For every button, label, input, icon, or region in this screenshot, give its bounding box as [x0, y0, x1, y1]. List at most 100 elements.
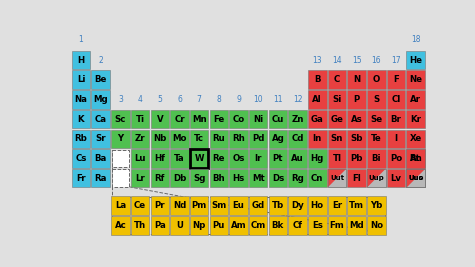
FancyBboxPatch shape	[347, 197, 366, 215]
FancyBboxPatch shape	[367, 216, 386, 235]
Text: Rg: Rg	[291, 174, 304, 183]
FancyBboxPatch shape	[190, 169, 209, 187]
Text: Cs: Cs	[76, 154, 87, 163]
Text: Pb: Pb	[351, 154, 363, 163]
FancyBboxPatch shape	[347, 90, 366, 109]
FancyBboxPatch shape	[209, 149, 228, 168]
Text: Cm: Cm	[251, 221, 266, 230]
FancyBboxPatch shape	[407, 149, 425, 168]
FancyBboxPatch shape	[72, 129, 90, 148]
FancyBboxPatch shape	[308, 90, 326, 109]
FancyBboxPatch shape	[347, 70, 366, 89]
Text: W: W	[194, 154, 204, 163]
Text: Po: Po	[390, 154, 402, 163]
Text: Rb: Rb	[75, 134, 87, 143]
FancyBboxPatch shape	[92, 70, 110, 89]
Text: Cl: Cl	[391, 95, 400, 104]
FancyBboxPatch shape	[269, 216, 287, 235]
FancyBboxPatch shape	[407, 149, 425, 168]
FancyBboxPatch shape	[131, 169, 149, 187]
Text: Tc: Tc	[194, 134, 204, 143]
Text: 17: 17	[391, 56, 401, 65]
Text: Re: Re	[213, 154, 225, 163]
Text: 12: 12	[293, 95, 302, 104]
Text: Db: Db	[173, 174, 186, 183]
Text: Ra: Ra	[95, 174, 107, 183]
FancyBboxPatch shape	[407, 90, 425, 109]
Text: Bk: Bk	[272, 221, 284, 230]
Text: Nb: Nb	[153, 134, 166, 143]
Text: No: No	[370, 221, 383, 230]
FancyBboxPatch shape	[269, 149, 287, 168]
Text: Np: Np	[192, 221, 206, 230]
Text: 1: 1	[79, 35, 84, 44]
Text: Ti: Ti	[135, 115, 144, 124]
FancyBboxPatch shape	[288, 110, 307, 128]
Text: 11: 11	[273, 95, 283, 104]
Text: Rh: Rh	[232, 134, 245, 143]
FancyBboxPatch shape	[288, 129, 307, 148]
Text: Cu: Cu	[272, 115, 284, 124]
FancyBboxPatch shape	[151, 149, 169, 168]
Text: Sg: Sg	[193, 174, 205, 183]
Text: In: In	[313, 134, 322, 143]
Text: Uut: Uut	[330, 175, 344, 181]
FancyBboxPatch shape	[249, 149, 267, 168]
Text: 15: 15	[352, 56, 361, 65]
FancyBboxPatch shape	[288, 216, 307, 235]
FancyBboxPatch shape	[131, 197, 149, 215]
FancyBboxPatch shape	[269, 197, 287, 215]
Text: 3: 3	[118, 95, 123, 104]
Text: Lr: Lr	[135, 174, 145, 183]
FancyBboxPatch shape	[209, 197, 228, 215]
FancyBboxPatch shape	[269, 110, 287, 128]
FancyBboxPatch shape	[190, 149, 209, 168]
Text: S: S	[373, 95, 380, 104]
FancyBboxPatch shape	[387, 169, 405, 187]
FancyBboxPatch shape	[328, 90, 346, 109]
FancyBboxPatch shape	[151, 110, 169, 128]
Text: Ce: Ce	[134, 201, 146, 210]
Text: La: La	[115, 201, 126, 210]
Text: Pm: Pm	[191, 201, 207, 210]
Text: Ag: Ag	[272, 134, 284, 143]
FancyBboxPatch shape	[151, 129, 169, 148]
Text: I: I	[394, 134, 398, 143]
Text: 7: 7	[197, 95, 201, 104]
FancyBboxPatch shape	[131, 149, 149, 168]
FancyBboxPatch shape	[407, 129, 425, 148]
FancyBboxPatch shape	[170, 149, 189, 168]
Text: Cd: Cd	[291, 134, 304, 143]
FancyBboxPatch shape	[328, 70, 346, 89]
FancyBboxPatch shape	[249, 110, 267, 128]
Text: Pd: Pd	[252, 134, 265, 143]
Polygon shape	[407, 169, 425, 187]
Text: 13: 13	[313, 56, 322, 65]
Text: 10: 10	[253, 95, 263, 104]
FancyBboxPatch shape	[269, 129, 287, 148]
Text: 14: 14	[332, 56, 342, 65]
Text: V: V	[156, 115, 163, 124]
FancyBboxPatch shape	[131, 216, 149, 235]
FancyBboxPatch shape	[367, 149, 386, 168]
Text: Cr: Cr	[174, 115, 185, 124]
FancyBboxPatch shape	[288, 197, 307, 215]
FancyBboxPatch shape	[367, 129, 386, 148]
Text: Rf: Rf	[154, 174, 165, 183]
Text: 5: 5	[157, 95, 162, 104]
Text: Ac: Ac	[114, 221, 126, 230]
FancyBboxPatch shape	[347, 110, 366, 128]
Text: 16: 16	[371, 56, 381, 65]
Text: Uup: Uup	[369, 175, 384, 181]
Text: Kr: Kr	[410, 115, 421, 124]
Text: K: K	[78, 115, 85, 124]
FancyBboxPatch shape	[170, 197, 189, 215]
FancyBboxPatch shape	[308, 197, 326, 215]
Text: Mn: Mn	[192, 115, 207, 124]
Polygon shape	[407, 169, 425, 187]
FancyBboxPatch shape	[111, 110, 130, 128]
Text: Si: Si	[332, 95, 342, 104]
FancyBboxPatch shape	[190, 129, 209, 148]
Text: Hg: Hg	[311, 154, 324, 163]
FancyBboxPatch shape	[387, 70, 405, 89]
